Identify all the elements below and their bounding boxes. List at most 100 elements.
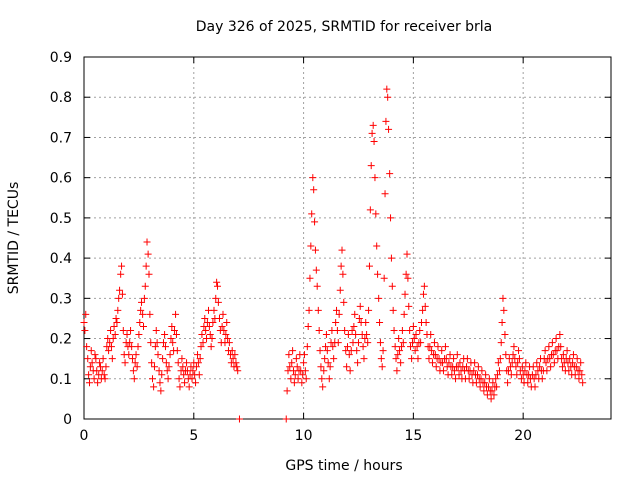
data-point <box>421 302 429 310</box>
data-point <box>359 343 367 351</box>
data-point <box>292 355 300 363</box>
data-point <box>406 327 414 335</box>
data-point <box>522 359 530 367</box>
data-point <box>480 387 488 395</box>
data-point <box>196 355 204 363</box>
data-point <box>356 302 364 310</box>
data-point <box>572 363 580 371</box>
data-point <box>126 339 134 347</box>
data-point <box>232 359 240 367</box>
data-point <box>394 351 402 359</box>
data-point <box>396 347 404 355</box>
data-point <box>493 371 501 379</box>
data-point <box>290 379 298 387</box>
data-point <box>408 339 416 347</box>
data-point <box>167 335 175 343</box>
data-point <box>348 327 356 335</box>
data-point <box>470 367 478 375</box>
data-point <box>370 137 378 145</box>
data-point <box>132 351 140 359</box>
data-point <box>234 367 242 375</box>
data-point <box>298 379 306 387</box>
data-point <box>166 351 174 359</box>
data-point <box>473 371 481 379</box>
data-point <box>376 339 384 347</box>
data-point <box>150 383 158 391</box>
data-point <box>413 343 421 351</box>
data-point <box>146 310 154 318</box>
data-point <box>343 363 351 371</box>
data-point <box>176 383 184 391</box>
x-axis-label: GPS time / hours <box>285 458 402 474</box>
data-point <box>301 367 309 375</box>
data-point <box>116 286 124 294</box>
data-point <box>98 367 106 375</box>
data-point <box>307 242 315 250</box>
data-point <box>101 375 109 383</box>
data-point <box>524 379 532 387</box>
data-point <box>565 367 573 375</box>
data-point <box>283 387 291 395</box>
data-point <box>316 347 324 355</box>
data-point <box>172 310 180 318</box>
data-point <box>354 339 362 347</box>
data-point <box>471 359 479 367</box>
data-point <box>439 359 447 367</box>
data-point <box>311 218 319 226</box>
data-point <box>164 375 172 383</box>
data-point <box>168 322 176 330</box>
data-point <box>553 347 561 355</box>
data-point <box>346 367 354 375</box>
data-point <box>87 347 95 355</box>
data-point <box>377 355 385 363</box>
data-point <box>231 351 239 359</box>
data-point <box>213 278 221 286</box>
data-point <box>107 327 115 335</box>
data-point <box>500 306 508 314</box>
data-point <box>366 206 374 214</box>
data-point <box>548 339 556 347</box>
data-points <box>80 85 587 423</box>
data-point <box>180 371 188 379</box>
data-point <box>439 367 447 375</box>
data-point <box>353 347 361 355</box>
y-tick-label: 0.2 <box>50 332 72 348</box>
data-point <box>351 310 359 318</box>
data-point <box>178 355 186 363</box>
data-point <box>501 331 509 339</box>
data-point <box>197 343 205 351</box>
data-point <box>575 375 583 383</box>
plot-frame <box>83 56 612 420</box>
data-point <box>434 343 442 351</box>
x-tick-label: 20 <box>514 428 532 444</box>
data-point <box>294 375 302 383</box>
data-point <box>375 294 383 302</box>
data-point <box>456 359 464 367</box>
data-point <box>90 375 98 383</box>
y-axis-label: SRMTID / TECUs <box>6 182 22 295</box>
data-point <box>378 363 386 371</box>
data-point <box>198 331 206 339</box>
data-point <box>219 310 227 318</box>
data-point <box>119 327 127 335</box>
data-point <box>85 379 93 387</box>
data-point <box>149 375 157 383</box>
data-point <box>569 359 577 367</box>
x-tick-label: 0 <box>80 428 89 444</box>
data-point <box>502 351 510 359</box>
data-point <box>542 359 550 367</box>
data-point <box>314 306 322 314</box>
data-point <box>151 343 159 351</box>
data-point <box>207 343 215 351</box>
data-point <box>179 363 187 371</box>
data-point <box>308 210 316 218</box>
data-point <box>195 371 203 379</box>
data-point <box>135 331 143 339</box>
data-point <box>107 343 115 351</box>
data-point <box>438 347 446 355</box>
data-point <box>495 367 503 375</box>
data-point <box>398 343 406 351</box>
data-point <box>379 347 387 355</box>
data-point <box>504 367 512 375</box>
data-point <box>398 327 406 335</box>
